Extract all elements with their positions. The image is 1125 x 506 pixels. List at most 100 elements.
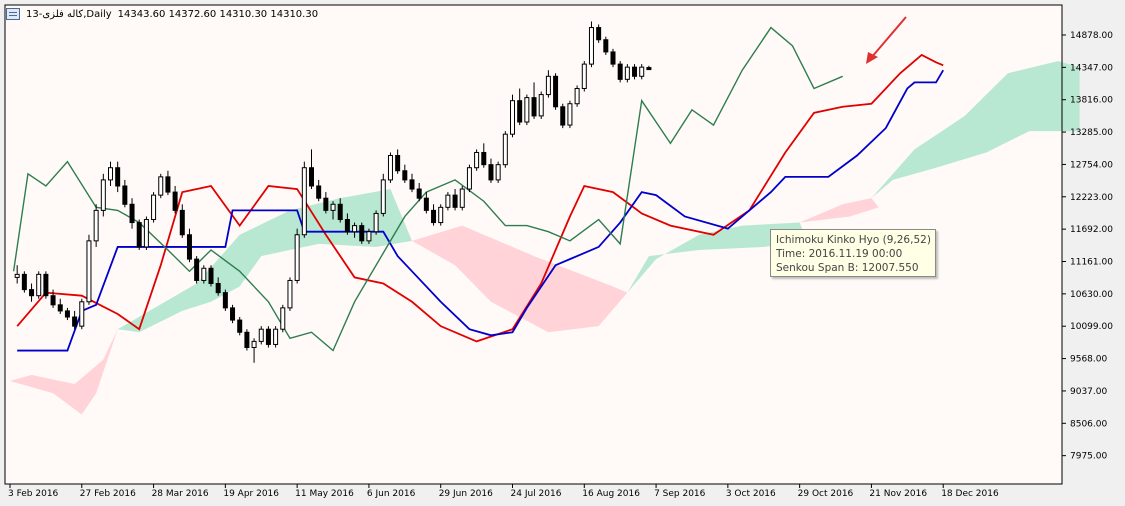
candle-body [452,194,458,208]
candle-body [560,106,566,126]
candle-body [179,209,185,236]
candle-body [100,179,106,211]
arrow-head [866,52,878,64]
x-tick-label: 21 Nov 2016 [869,489,927,499]
x-tick-label: 27 Feb 2016 [80,489,136,499]
tooltip-title: Ichimoku Kinko Hyo (9,26,52) [776,234,931,246]
candle-body [29,289,35,297]
kumo-cloud-1 [10,329,118,415]
candle-body [316,185,322,199]
candle-body [402,170,408,181]
kumo-cloud-2 [117,189,412,333]
x-tick-label: 24 Jul 2016 [511,489,562,499]
candle-body [481,151,487,166]
y-tick-label: 7975.00 [1070,452,1107,462]
x-tick-label: 29 Oct 2016 [798,489,854,499]
candle-body [344,219,350,233]
candle-body [517,100,523,123]
candle-body [222,292,228,309]
candle-body [553,75,559,108]
kumo-cloud-4 [627,222,807,293]
x-tick-label: 6 Jun 2016 [367,489,416,499]
x-tick-label: 29 Jun 2016 [439,489,493,499]
candle-body [603,39,609,53]
kijun-sen-line [17,69,944,352]
candle-body [366,231,372,242]
candle-body [301,167,307,236]
candle-body [474,151,480,169]
candle-body [646,67,652,71]
candle-body [258,328,264,342]
y-tick-label: 13816.00 [1070,96,1113,106]
candle-body [14,273,20,278]
candle-body [86,240,92,303]
candle-body [524,97,530,123]
candle-body [50,295,56,306]
candle-body [186,234,192,260]
x-tick-label: 3 Feb 2016 [8,489,59,499]
y-tick-label: 11692.00 [1070,225,1113,235]
annotation-arrow [866,16,907,64]
candle-body [237,319,243,333]
y-tick-label: 12223.00 [1070,193,1113,203]
candle-body [617,63,623,80]
candle-body [395,155,401,172]
y-tick-label: 9568.00 [1070,355,1107,365]
chikou-span-line [12,26,843,352]
arrow-shaft [870,16,907,59]
tooltip-value: Senkou Span B: 12007.550 [776,262,919,274]
y-tick-label: 11161.00 [1070,258,1113,268]
chart-window-icon[interactable] [6,8,20,20]
candle-body [172,191,178,211]
candle-body [538,94,544,117]
candle-body [581,63,587,89]
symbol-period-label: 13-کاله فلزی,Daily [26,8,112,20]
candle-body [352,225,358,233]
candle-body [373,212,379,233]
candle-body [201,267,207,281]
candle-body [466,167,472,190]
candle-body [330,203,336,211]
candle-body [309,167,314,187]
candle-body [624,66,630,80]
candle-body [445,194,451,208]
candle-body [108,167,113,181]
candles-group [14,21,652,363]
candle-body [129,203,135,224]
candle-body [567,103,573,126]
candle-body [151,194,157,221]
indicator-tooltip: Ichimoku Kinko Hyo (9,26,52) Time: 2016.… [770,229,936,277]
y-tick-label: 9037.00 [1070,387,1107,397]
candle-body [431,209,437,224]
kumo-cloud-3 [412,225,628,333]
candle-body [502,133,508,166]
candle-body [510,100,515,135]
candle-body [215,283,221,294]
candle-body [409,179,415,190]
y-tick-label: 14878.00 [1070,31,1113,41]
x-tick-label: 18 Dec 2016 [941,489,999,499]
candle-body [244,331,250,348]
candle-body [273,328,279,345]
candle-body [194,258,200,281]
candle-body [545,75,551,96]
candle-body [337,203,343,221]
candle-body [36,273,42,297]
candle-body [251,340,257,348]
candle-body [323,197,329,211]
candle-body [280,307,286,330]
y-tick-label: 12754.00 [1070,160,1113,170]
candle-body [596,27,602,41]
x-tick-label: 28 Mar 2016 [152,489,209,499]
candle-body [122,185,128,205]
candle-body [72,316,78,327]
y-tick-label: 10099.00 [1070,322,1113,332]
candle-body [610,51,616,65]
chart-header: 13-کاله فلزی,Daily 14343.60 14372.60 143… [6,6,318,22]
candle-body [416,188,422,199]
candle-body [632,66,638,77]
tooltip-time: Time: 2016.11.19 00:00 [776,248,903,260]
candle-body [287,279,293,309]
